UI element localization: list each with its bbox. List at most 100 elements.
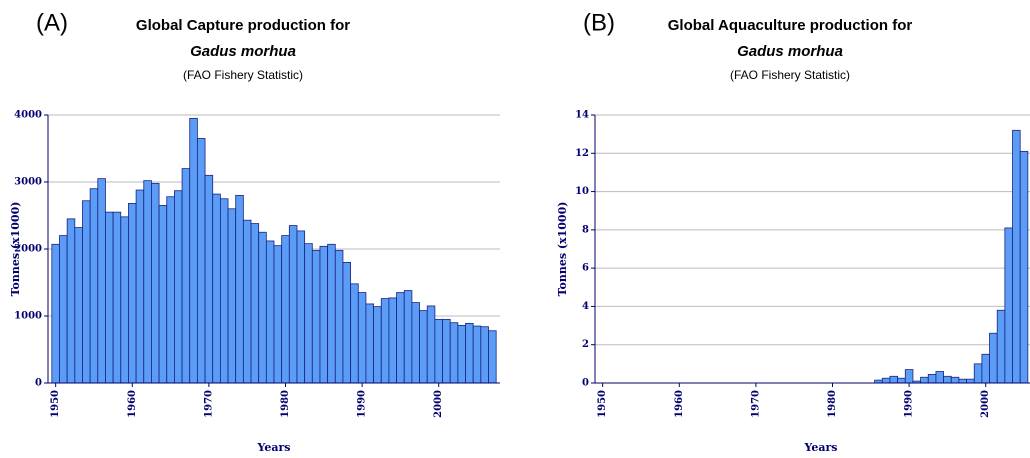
bar (59, 235, 68, 384)
bar (1004, 227, 1013, 384)
bar (380, 298, 390, 384)
x-tick-label: 1950 (597, 390, 608, 418)
bar (434, 318, 443, 384)
chart-note: (FAO Fishery Statistic) (730, 68, 850, 82)
bar (151, 182, 160, 384)
y-tick-label: 2000 (14, 244, 42, 255)
bar (881, 377, 891, 384)
bar (419, 310, 428, 384)
bar (196, 138, 206, 384)
y-tick-label: 14 (575, 110, 589, 121)
bar (105, 211, 114, 384)
bar (465, 322, 474, 384)
x-tick-label: 1960 (674, 390, 685, 418)
bar (996, 309, 1006, 384)
bar (1012, 129, 1021, 384)
bar (281, 235, 290, 384)
bar (189, 117, 198, 384)
bar (396, 292, 405, 384)
bar (457, 324, 466, 384)
y-tick-label: 8 (582, 224, 589, 235)
bar (966, 378, 975, 384)
bar (342, 261, 352, 384)
bar (311, 249, 321, 384)
x-tick-label: 1990 (357, 390, 368, 418)
bar (242, 219, 252, 384)
panel-label: (B) (583, 9, 615, 36)
bar (488, 330, 497, 384)
bar (920, 376, 929, 384)
bar (1019, 150, 1029, 384)
bar (174, 190, 183, 384)
y-tick-label: 3000 (14, 177, 42, 188)
bar (373, 306, 382, 384)
bar (135, 189, 145, 384)
bar (327, 243, 336, 384)
bar (927, 373, 937, 384)
bar (304, 243, 313, 384)
bar (143, 180, 152, 384)
bar (219, 198, 229, 384)
y-tick-label: 1000 (14, 311, 42, 322)
bar (935, 371, 944, 384)
bar (449, 322, 459, 384)
bar (265, 240, 275, 384)
y-tick-label: 4 (582, 301, 589, 312)
y-tick-label: 2 (582, 339, 589, 350)
x-axis-label: Years (803, 441, 837, 454)
bar (51, 243, 60, 384)
bar (426, 305, 436, 384)
bar (120, 216, 129, 384)
bar (943, 375, 952, 384)
x-tick-label: 1970 (203, 390, 214, 418)
panel-label: (A) (36, 9, 68, 36)
chart-note: (FAO Fishery Statistic) (183, 68, 303, 82)
bar (97, 178, 106, 384)
bar (296, 230, 306, 384)
bar (74, 227, 83, 384)
bar (128, 203, 137, 384)
bar (319, 245, 329, 384)
bar (472, 325, 482, 384)
bar (973, 363, 983, 384)
bar (981, 353, 990, 384)
bar (480, 326, 489, 384)
bar (158, 205, 168, 384)
bar (273, 245, 283, 384)
bar (89, 188, 99, 384)
x-tick-label: 1990 (904, 390, 915, 418)
bar (403, 290, 413, 384)
y-tick-label: 6 (582, 263, 589, 274)
x-axis-label: Years (256, 441, 290, 454)
y-tick-label: 12 (575, 148, 589, 159)
bar (442, 318, 451, 384)
bar (258, 231, 267, 384)
bar (889, 375, 899, 384)
x-tick-label: 1980 (827, 390, 838, 418)
bar (958, 378, 967, 384)
bar (66, 218, 76, 384)
bar (250, 223, 260, 384)
bar (204, 174, 214, 384)
bar (897, 377, 906, 384)
bar (288, 225, 298, 384)
y-tick-label: 0 (582, 378, 589, 389)
y-tick-label: 10 (575, 186, 589, 197)
y-axis-label: Tonnes (x1000) (556, 202, 569, 297)
y-tick-label: 4000 (14, 110, 42, 121)
bar (212, 193, 221, 384)
bar (350, 283, 359, 384)
bar (112, 211, 122, 384)
chart-title: Global Aquaculture production for (668, 17, 913, 34)
x-tick-label: 2000 (433, 390, 444, 418)
bar (82, 200, 91, 384)
bar (235, 194, 244, 384)
x-tick-label: 1970 (750, 390, 761, 418)
chart-subtitle: Gadus morhua (737, 43, 843, 60)
x-tick-label: 1960 (127, 390, 138, 418)
bar (950, 376, 960, 384)
bar (166, 196, 175, 384)
chart-title: Global Capture production for (136, 17, 350, 34)
